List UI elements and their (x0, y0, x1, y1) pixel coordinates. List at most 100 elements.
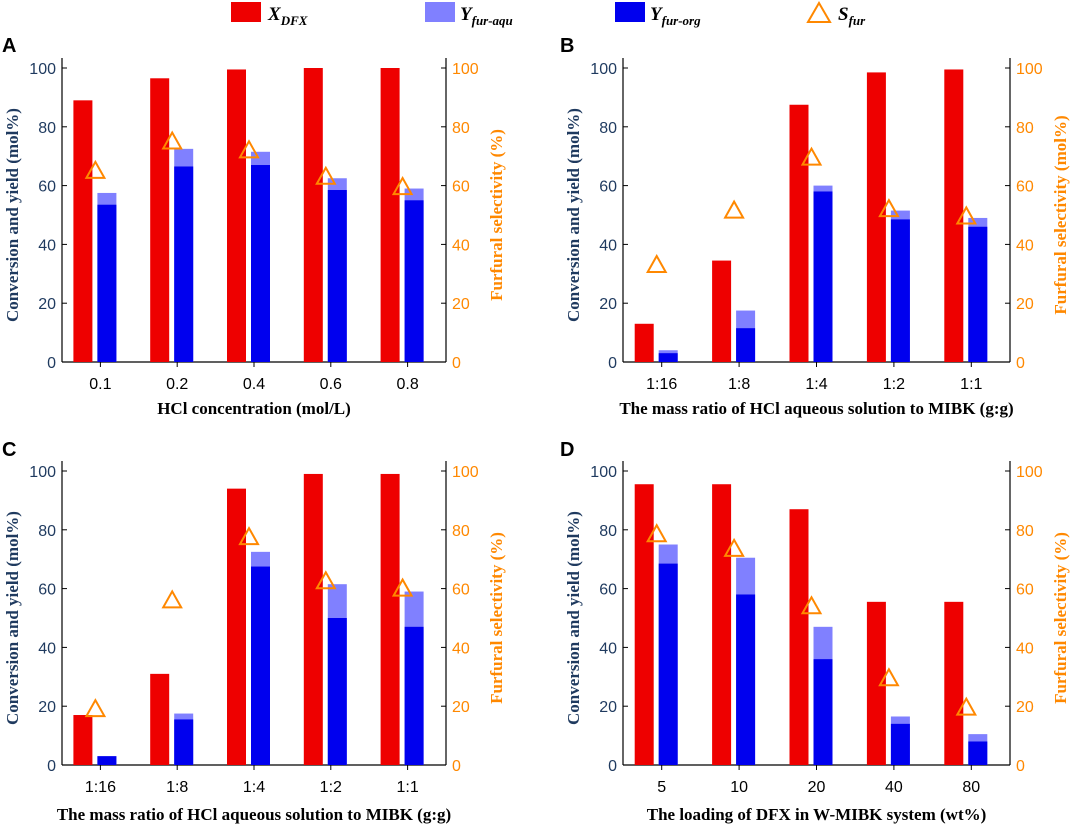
x-tick-label: 1:1 (960, 376, 982, 393)
y-tick-label-right: 60 (452, 582, 470, 599)
y-tick-label-left: 20 (599, 699, 617, 716)
y-tick-label-left: 60 (599, 179, 617, 196)
y-tick-label-left: 20 (38, 296, 56, 313)
bar-y-fur-org (890, 219, 910, 362)
bar-x-dfx (73, 715, 93, 765)
y-tick-label-right: 20 (452, 699, 470, 716)
y-tick-label-right: 20 (452, 296, 470, 313)
bar-x-dfx (634, 323, 654, 362)
point-s-fur (800, 595, 823, 615)
point-s-fur (723, 199, 745, 219)
point-s-fur (955, 696, 978, 716)
y-tick-label-right: 80 (452, 120, 470, 137)
y-tick-label-left: 60 (599, 582, 617, 599)
y-tick-label-left: 60 (38, 582, 56, 599)
bar-x-dfx (73, 100, 93, 362)
y-tick-label-right: 20 (1016, 699, 1034, 716)
point-s-fur (161, 130, 183, 150)
bar-x-dfx (303, 473, 323, 765)
y-tick-label-right: 40 (452, 237, 470, 254)
y-tick-label-left: 60 (38, 179, 56, 196)
bar-y-fur-org (327, 618, 347, 765)
y-axis-title-left: Conversion and yield (mol%) (564, 511, 583, 725)
y-tick-label-right: 0 (1016, 355, 1025, 372)
triangle-icon (806, 1, 832, 23)
bar-y-fur-org (251, 165, 270, 362)
y-axis-title-right: Furfural selectivity (%) (487, 532, 506, 704)
y-tick-label-left: 80 (38, 523, 56, 540)
bar-x-dfx (227, 69, 246, 362)
y-tick-label-right: 40 (1016, 640, 1034, 657)
y-tick-label-left: 100 (590, 61, 617, 78)
y-tick-label-right: 60 (452, 179, 470, 196)
x-tick-label: 0.1 (89, 376, 111, 393)
y-tick-label-left: 0 (47, 355, 56, 372)
legend-item-DFX: XDFX (231, 2, 308, 28)
y-axis-title-left: Conversion and yield (mol%) (564, 108, 583, 322)
x-tick-label: 1:4 (243, 779, 265, 796)
point-s-fur (315, 570, 337, 590)
bar-x-dfx (789, 104, 809, 362)
point-s-fur (878, 198, 900, 218)
bar-x-dfx (866, 72, 886, 362)
panel-label: B (560, 35, 574, 57)
point-s-fur (723, 537, 745, 557)
x-tick-label: 1:8 (728, 376, 750, 393)
bar-x-dfx (150, 78, 170, 362)
legend-swatch (425, 2, 455, 22)
legend-symbol: X (267, 4, 282, 25)
panel-A: A 0 0 20 20 40 40 60 60 80 80 100 100 0.1 0.2 0.4 0.6 0.8… (2, 35, 506, 418)
bar-x-dfx (944, 69, 964, 362)
y-tick-label-left: 100 (590, 464, 617, 481)
y-tick-label-left: 80 (38, 120, 56, 137)
legend-item-fur: Sfur (806, 1, 867, 28)
legend-subscript: fur-org (662, 13, 702, 28)
x-axis-title: The loading of DFX in W-MIBK system (wt%… (647, 805, 987, 824)
point-s-fur (955, 205, 978, 225)
bar-y-fur-org (174, 719, 194, 765)
x-tick-label: 1:1 (396, 779, 418, 796)
legend-swatch (615, 2, 645, 22)
y-tick-label-right: 80 (1016, 120, 1034, 137)
x-tick-label: 1:8 (166, 779, 188, 796)
y-tick-label-right: 60 (1016, 582, 1034, 599)
x-tick-label: 0.2 (166, 376, 188, 393)
legend-symbol: Y (460, 4, 474, 25)
bar-y-fur-org (736, 328, 756, 362)
bar-x-dfx (712, 484, 732, 765)
point-s-fur (391, 577, 414, 597)
bar-y-fur-org (97, 204, 117, 362)
bar-y-fur-org (404, 626, 424, 765)
bar-x-dfx (380, 68, 400, 362)
bar-x-dfx (634, 484, 654, 765)
y-tick-label-left: 0 (608, 758, 617, 775)
y-tick-label-left: 20 (38, 699, 56, 716)
y-tick-label-left: 100 (29, 464, 56, 481)
y-tick-label-right: 60 (1016, 179, 1034, 196)
x-tick-label: 5 (657, 779, 666, 796)
bar-y-fur-org (968, 226, 988, 362)
bar-y-fur-org (736, 594, 756, 765)
point-s-fur (238, 526, 260, 546)
y-axis-title-left: Conversion and yield (mol%) (3, 511, 22, 725)
point-s-fur (800, 146, 823, 166)
bar-x-dfx (866, 601, 886, 765)
bar-y-fur-org (251, 566, 270, 765)
y-tick-label-right: 0 (1016, 758, 1025, 775)
legend-subscript: fur (849, 13, 867, 28)
x-tick-label: 0.8 (396, 376, 418, 393)
point-s-fur (645, 523, 668, 543)
bar-x-dfx (303, 68, 323, 362)
bar-y-fur-org (813, 191, 833, 362)
x-tick-label: 0.4 (243, 376, 265, 393)
legend-symbol: Y (650, 4, 664, 25)
panel-D: D 0 0 20 20 40 40 60 60 80 80 100 100 5 10 20 40 80 Conver… (560, 439, 1070, 824)
y-tick-label-left: 0 (47, 758, 56, 775)
y-tick-label-left: 40 (599, 640, 617, 657)
bar-x-dfx (712, 260, 732, 362)
x-tick-label: 1:2 (320, 779, 342, 796)
bar-y-fur-org (658, 353, 678, 362)
y-tick-label-left: 20 (599, 296, 617, 313)
y-tick-label-right: 80 (1016, 523, 1034, 540)
y-tick-label-left: 40 (599, 237, 617, 254)
